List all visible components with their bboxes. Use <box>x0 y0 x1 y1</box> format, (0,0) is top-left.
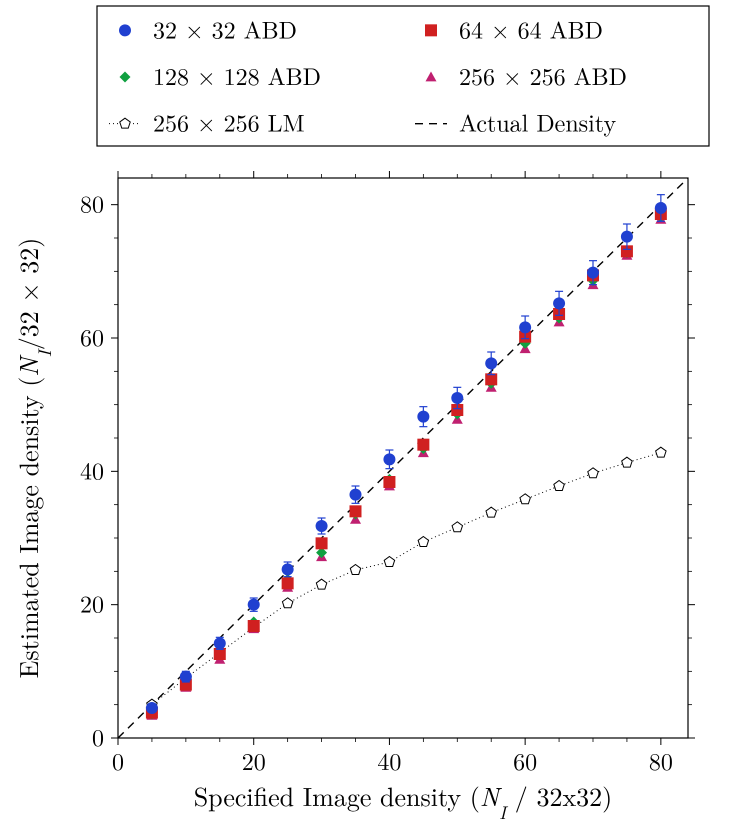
legend-label: 256 × 256 LM <box>153 105 305 139</box>
legend-label: 32 × 32 ABD <box>153 11 297 45</box>
y-tick-label: 40 <box>80 452 104 486</box>
x-tick-label: 20 <box>242 743 266 777</box>
legend-label: Actual Density <box>459 105 616 139</box>
legend-label: 128 × 128 ABD <box>153 58 321 92</box>
x-tick-label: 60 <box>513 743 537 777</box>
legend-label: 64 × 64 ABD <box>459 11 603 45</box>
x-tick-label: 80 <box>649 743 673 777</box>
y-tick-label: 60 <box>80 319 104 353</box>
x-tick-label: 40 <box>377 743 401 777</box>
y-tick-label: 80 <box>80 186 104 220</box>
svg-text:Estimated Image density (NI/32: Estimated Image density (NI/32 × 32) <box>9 238 57 679</box>
x-tick-label: 0 <box>112 743 124 777</box>
y-axis-label: Estimated Image density (NI/32 × 32) <box>9 238 57 679</box>
density-chart: 0 20 40 60 80 0 20 40 60 80 Specified Image densit… <box>0 0 738 837</box>
x-axis-label: Specified Image density (NI / 32x32) <box>194 777 613 825</box>
y-tick-label: 20 <box>80 586 104 620</box>
legend-label: 256 × 256 ABD <box>459 58 627 92</box>
y-tick-label: 0 <box>92 719 104 753</box>
